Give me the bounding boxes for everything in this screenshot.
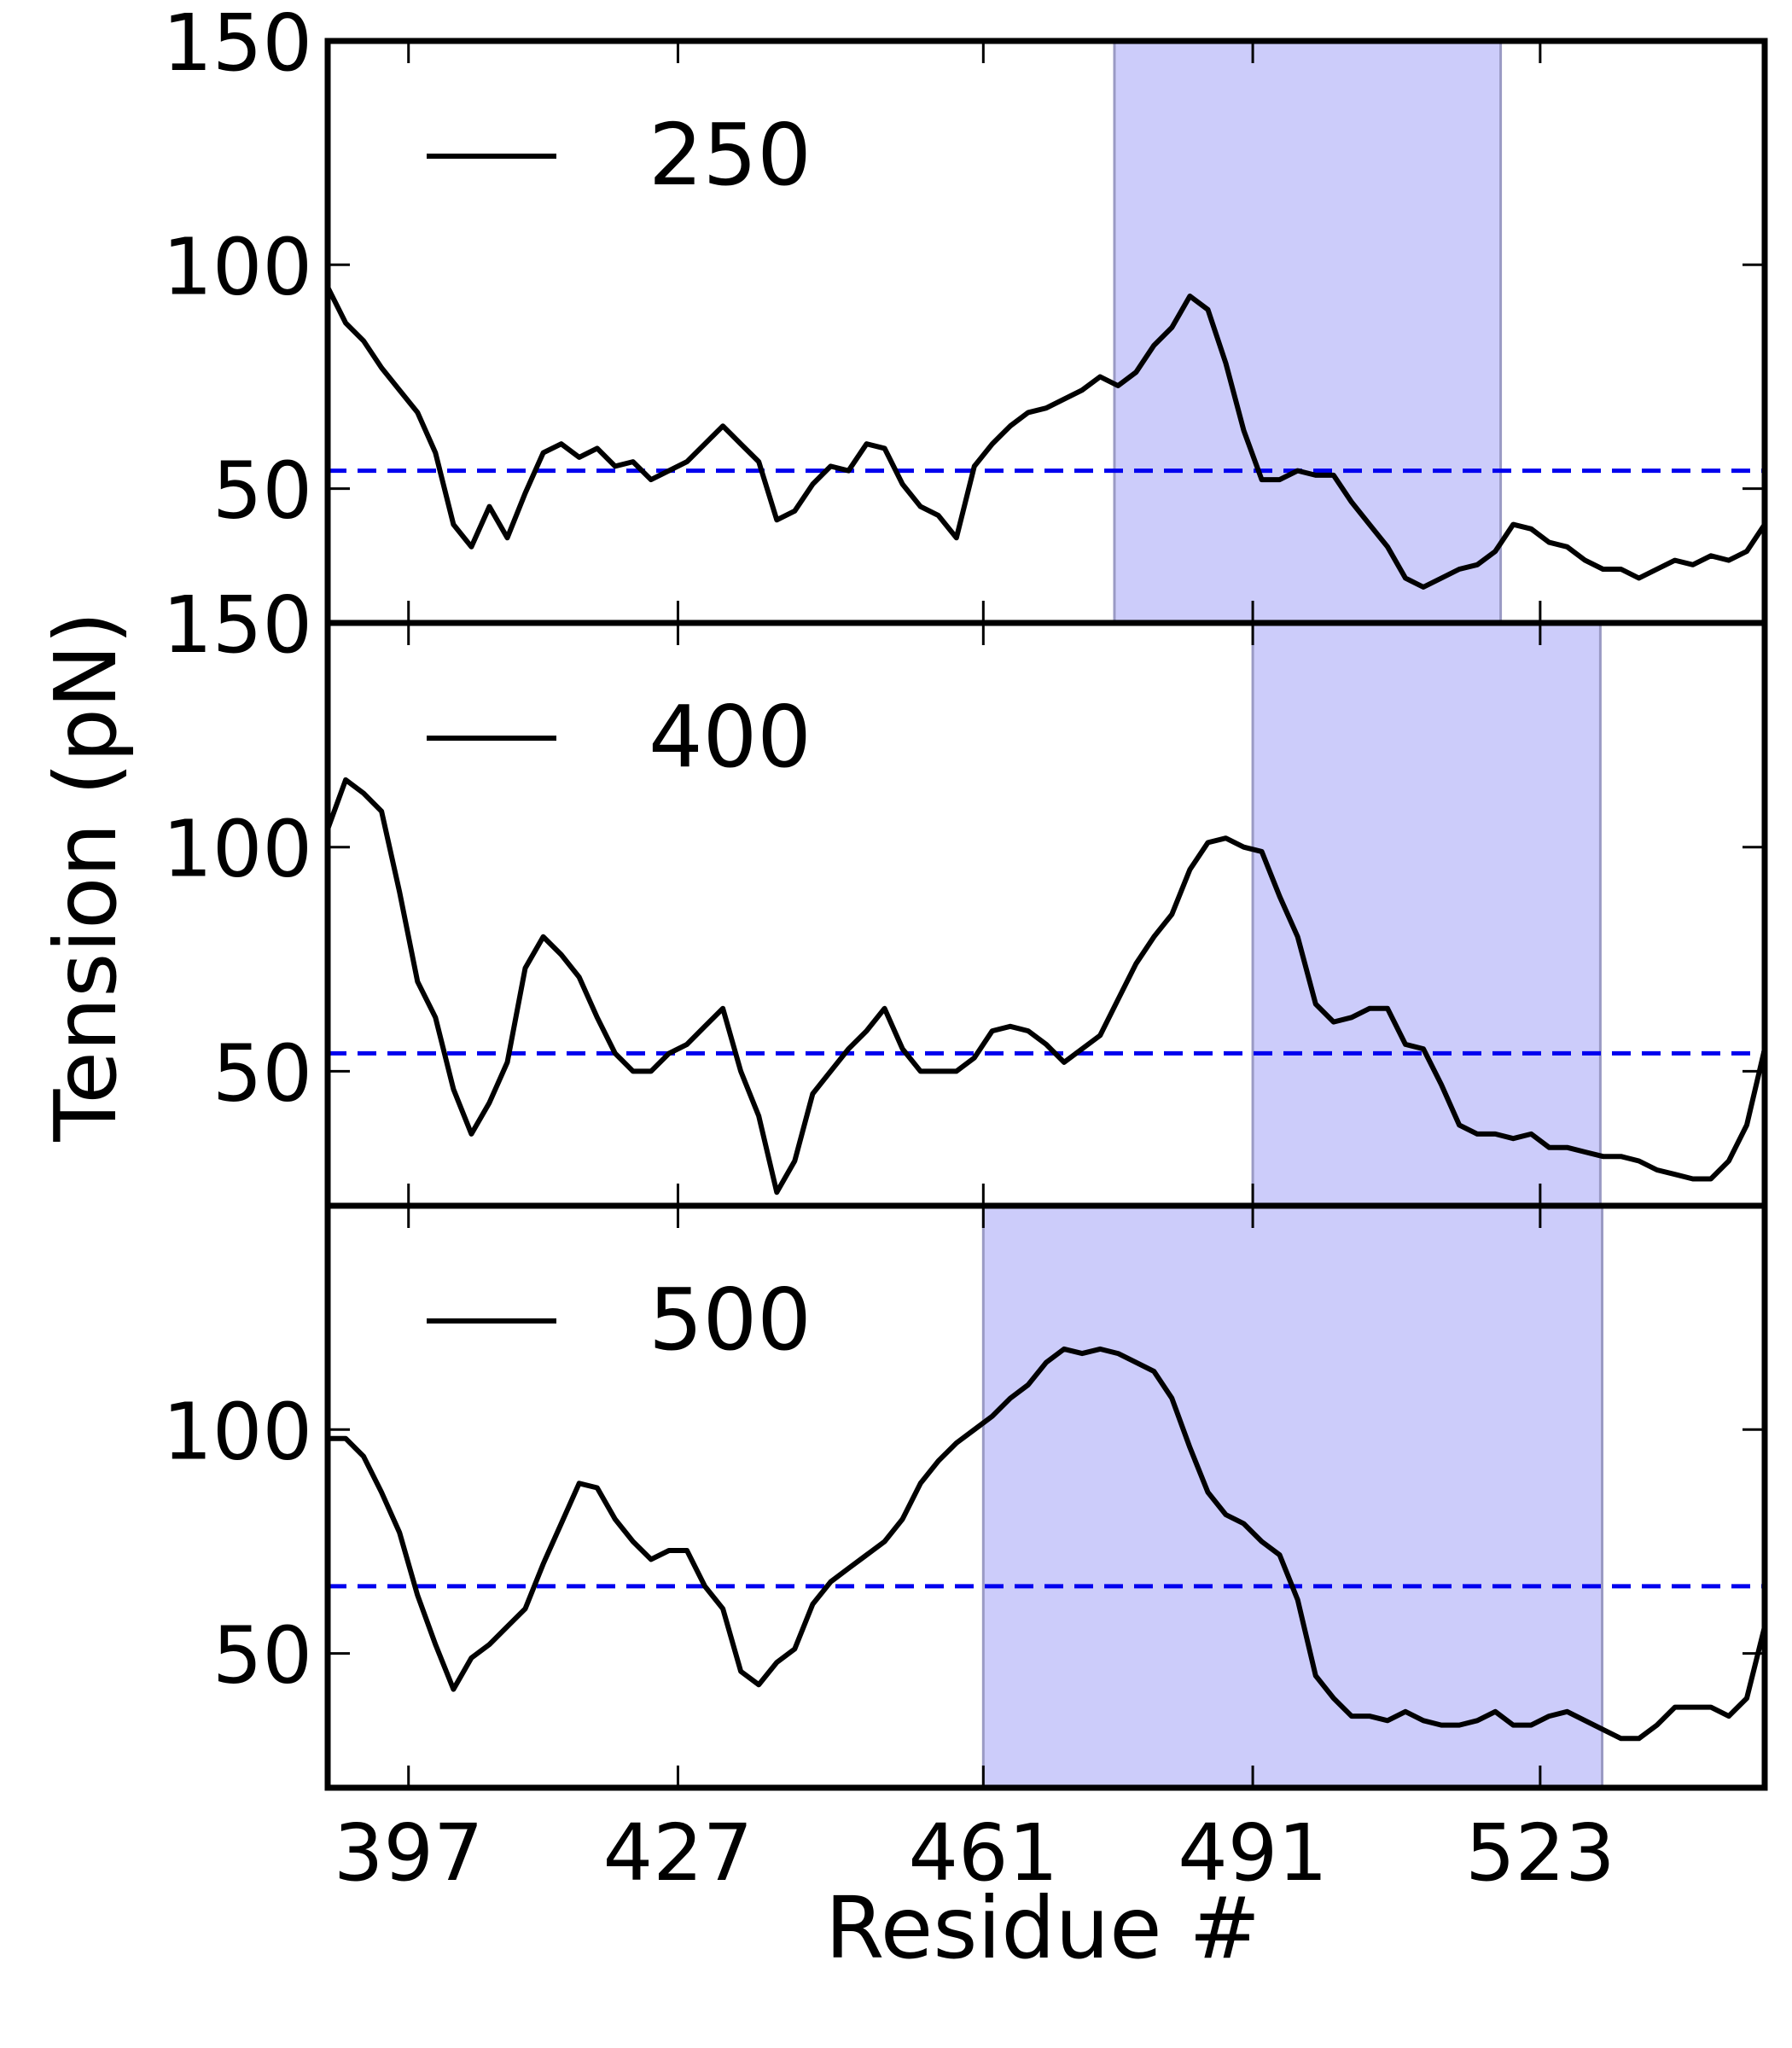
legend: 250 (427, 105, 812, 205)
series-line (328, 1346, 1765, 1742)
y-tick-label: 150 (162, 0, 312, 89)
panel-500: 50 100 397 427 461 491 523 500 (162, 1202, 1768, 1899)
y-axis-label: Tension (pN) (36, 611, 136, 1143)
panel-frame (324, 38, 1768, 626)
y-tick-label: 50 (212, 1610, 312, 1702)
legend-label: 250 (649, 105, 812, 205)
y-tick-label: 50 (212, 445, 312, 537)
y-tick-label: 100 (162, 221, 312, 312)
legend: 400 (427, 687, 812, 787)
panel-250: 50 100 150 250 (162, 0, 1768, 626)
series-line (328, 777, 1765, 1196)
x-tick-label: 523 (1465, 1807, 1615, 1899)
x-tick-label: 397 (334, 1807, 484, 1899)
shaded-region (1114, 41, 1501, 623)
legend-label: 400 (649, 687, 812, 787)
legend: 500 (427, 1270, 812, 1370)
x-axis-label: Residue # (825, 1878, 1260, 1978)
panel-frame (324, 1202, 1768, 1791)
y-tick-label: 100 (162, 804, 312, 895)
shaded-region (983, 1206, 1603, 1788)
legend-label: 500 (649, 1270, 812, 1370)
x-tick-label: 427 (603, 1807, 753, 1899)
series-line (328, 286, 1765, 590)
panel-400: 50 100 150 400 (162, 579, 1768, 1209)
x-tick-label: 491 (1178, 1807, 1328, 1899)
y-tick-label: 100 (162, 1386, 312, 1477)
shaded-region (1253, 623, 1601, 1206)
x-tick-label: 461 (909, 1807, 1059, 1899)
y-tick-label: 150 (162, 579, 312, 671)
y-tick-label: 50 (212, 1027, 312, 1119)
